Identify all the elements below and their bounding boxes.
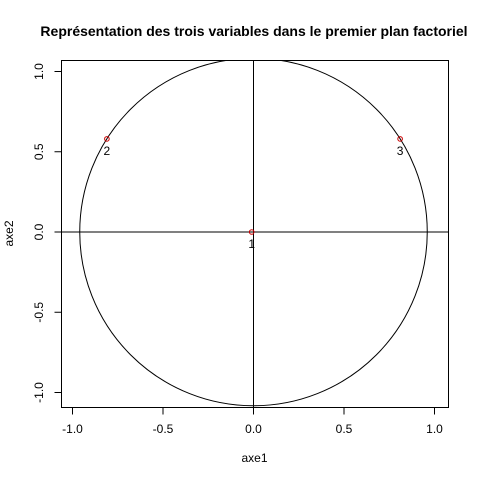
y-tick-label: 0.0 xyxy=(32,223,46,240)
point-label-2: 2 xyxy=(104,144,111,158)
point-2 xyxy=(104,136,110,142)
variable-points: 1 2 3 xyxy=(104,136,404,251)
plot-frame xyxy=(61,60,449,408)
correlation-circle xyxy=(79,60,428,407)
x-tick-label: 1.0 xyxy=(426,422,443,436)
point-label-3: 3 xyxy=(397,144,404,158)
point-1 xyxy=(248,229,255,235)
y-tick-label: 0.5 xyxy=(32,143,46,160)
point-label-1: 1 xyxy=(248,237,255,251)
y-tick-label: -1.0 xyxy=(32,382,46,403)
reference-lines xyxy=(61,60,449,408)
x-tick-label: -0.5 xyxy=(153,422,174,436)
y-axis-label: axe2 xyxy=(2,220,16,246)
axis-ticks: -1.0 -0.5 0.0 0.5 1.0 -1.0 -0.5 0.0 0.5 1.0 xyxy=(32,63,443,436)
chart-title: Représentation des trois variables dans … xyxy=(40,23,467,39)
x-tick-label: 0.5 xyxy=(336,422,353,436)
x-tick-label: 0.0 xyxy=(245,422,262,436)
y-tick-label: -0.5 xyxy=(32,302,46,323)
x-tick-label: -1.0 xyxy=(62,422,83,436)
y-tick-label: 1.0 xyxy=(32,63,46,80)
x-axis-label: axe1 xyxy=(241,451,267,465)
point-3 xyxy=(397,136,403,142)
